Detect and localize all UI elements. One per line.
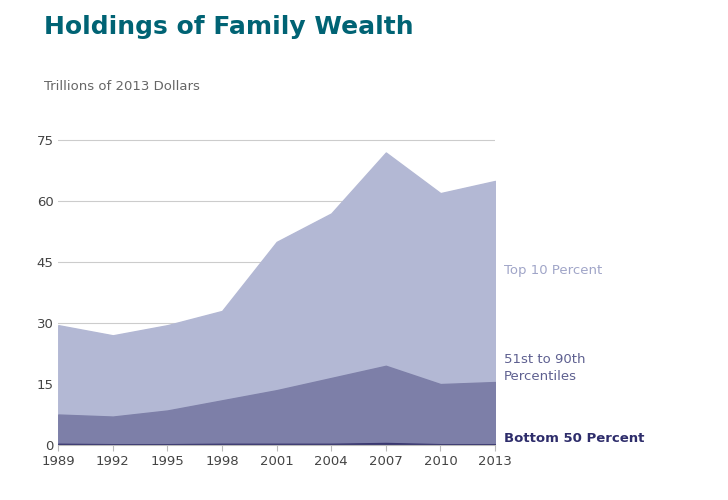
Text: Top 10 Percent: Top 10 Percent xyxy=(504,264,602,277)
Text: 51st to 90th
Percentiles: 51st to 90th Percentiles xyxy=(504,353,585,383)
Text: Holdings of Family Wealth: Holdings of Family Wealth xyxy=(44,15,414,39)
Text: Bottom 50 Percent: Bottom 50 Percent xyxy=(504,432,644,446)
Text: Trillions of 2013 Dollars: Trillions of 2013 Dollars xyxy=(44,80,199,93)
